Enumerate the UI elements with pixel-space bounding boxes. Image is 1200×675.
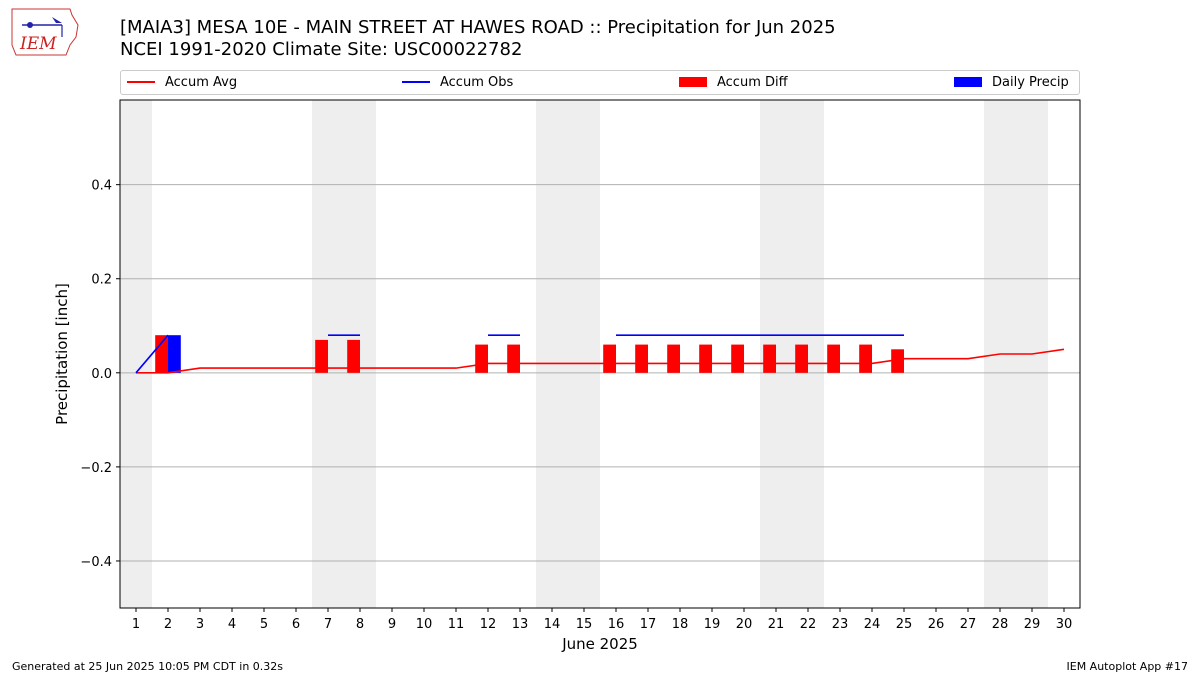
bar-accum-diff <box>891 349 904 373</box>
bar-accum-diff <box>347 339 360 373</box>
legend-label-accum-avg: Accum Avg <box>165 75 238 90</box>
x-tick-label: 5 <box>260 617 268 632</box>
x-tick-label: 13 <box>512 617 529 632</box>
x-tick-label: 4 <box>228 617 236 632</box>
x-tick-label: 23 <box>832 617 849 632</box>
y-tick-label: −0.4 <box>80 555 112 570</box>
x-tick-label: 24 <box>864 617 881 632</box>
x-tick-label: 15 <box>576 617 593 632</box>
autoplot-app-label: IEM Autoplot App #17 <box>1066 660 1189 673</box>
x-tick-label: 10 <box>416 617 433 632</box>
x-tick-label: 9 <box>388 617 396 632</box>
x-tick-label: 11 <box>448 617 465 632</box>
legend-label-daily-precip: Daily Precip <box>992 75 1069 90</box>
legend: Accum Avg Accum Obs Accum Diff Daily Pre… <box>120 70 1080 95</box>
y-tick-label: 0.4 <box>91 179 112 194</box>
x-tick-label: 17 <box>640 617 657 632</box>
legend-swatch-accum-obs <box>402 81 430 83</box>
weekend-shade <box>536 100 600 608</box>
x-tick-label: 6 <box>292 617 300 632</box>
x-tick-label: 29 <box>1024 617 1041 632</box>
iem-logo: IEM <box>11 8 79 56</box>
legend-swatch-accum-diff <box>679 77 707 87</box>
bar-daily-precip <box>168 335 181 373</box>
bar-accum-diff <box>155 335 168 373</box>
bar-accum-diff <box>603 344 616 373</box>
plot-frame <box>119 99 1081 609</box>
line-accum-avg <box>136 348 1065 374</box>
bar-accum-diff <box>731 344 744 373</box>
legend-swatch-accum-avg <box>127 81 155 83</box>
bar-accum-diff <box>315 339 328 373</box>
legend-swatch-daily-precip <box>954 77 982 87</box>
x-tick-label: 27 <box>960 617 977 632</box>
x-tick-label: 22 <box>800 617 817 632</box>
x-tick-label: 3 <box>196 617 204 632</box>
bar-accum-diff <box>859 344 872 373</box>
logo-text: IEM <box>19 34 57 54</box>
x-tick-label: 25 <box>896 617 913 632</box>
x-tick-label: 8 <box>356 617 364 632</box>
x-tick-label: 18 <box>672 617 689 632</box>
legend-label-accum-obs: Accum Obs <box>440 75 514 90</box>
x-tick-label: 21 <box>768 617 785 632</box>
bar-accum-diff <box>635 344 648 373</box>
bar-accum-diff <box>699 344 712 373</box>
x-tick-label: 12 <box>480 617 497 632</box>
x-tick-label: 26 <box>928 617 945 632</box>
chart-title: [MAIA3] MESA 10E - MAIN STREET AT HAWES … <box>120 17 836 38</box>
x-tick-label: 7 <box>324 617 332 632</box>
bar-accum-diff <box>763 344 776 373</box>
x-tick-label: 1 <box>132 617 140 632</box>
weekend-shade <box>120 100 152 608</box>
bar-accum-diff <box>667 344 680 373</box>
x-axis-label: June 2025 <box>561 635 638 653</box>
x-tick-label: 28 <box>992 617 1009 632</box>
y-tick-label: −0.2 <box>80 461 112 476</box>
bar-accum-diff <box>795 344 808 373</box>
bar-accum-diff <box>827 344 840 373</box>
x-tick-label: 2 <box>164 617 172 632</box>
chart-subtitle: NCEI 1991-2020 Climate Site: USC00022782 <box>120 39 523 60</box>
x-tick-label: 20 <box>736 617 753 632</box>
legend-label-accum-diff: Accum Diff <box>717 75 788 90</box>
x-tick-label: 19 <box>704 617 721 632</box>
line-accum-obs <box>135 334 169 374</box>
x-tick-label: 16 <box>608 617 625 632</box>
y-tick-label: 0.0 <box>91 367 112 382</box>
y-axis-label: Precipitation [inch] <box>53 283 71 425</box>
generated-timestamp: Generated at 25 Jun 2025 10:05 PM CDT in… <box>12 660 284 673</box>
iowa-map-outline <box>11 8 79 56</box>
bar-accum-diff <box>475 344 488 373</box>
bar-accum-diff <box>507 344 520 373</box>
x-tick-label: 14 <box>544 617 561 632</box>
y-tick-label: 0.2 <box>91 273 112 288</box>
x-tick-label: 30 <box>1056 617 1073 632</box>
